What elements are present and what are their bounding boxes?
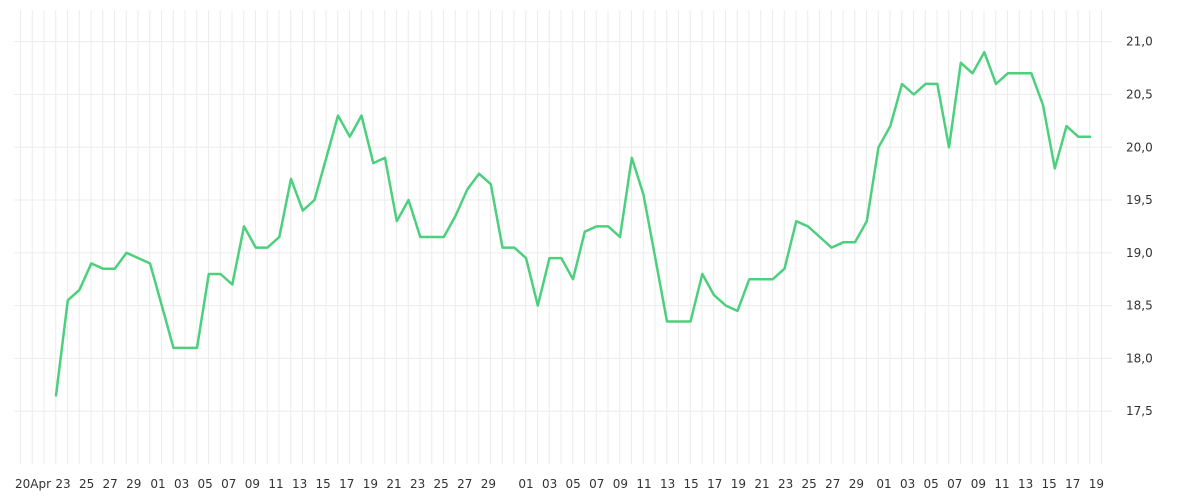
x-tick-label: 03 — [900, 477, 915, 491]
x-tick-label: 17 — [339, 477, 354, 491]
y-tick-label: 20,0 — [1126, 140, 1153, 154]
y-tick-label: 18,0 — [1126, 351, 1153, 365]
x-tick-label: 23 — [410, 477, 425, 491]
x-tick-label: 13 — [292, 477, 307, 491]
series-line — [54, 50, 1092, 397]
x-tick-label: 05 — [566, 477, 581, 491]
x-tick-label: 15 — [684, 477, 699, 491]
x-tick-label: 17 — [1065, 477, 1080, 491]
horizontal-grid — [14, 41, 1112, 412]
y-tick-label: 19,5 — [1126, 193, 1153, 207]
y-tick-label: 17,5 — [1126, 404, 1153, 418]
x-tick-label: 11 — [636, 477, 651, 491]
series-group — [54, 50, 1092, 397]
x-tick-label: 20Apr — [15, 477, 51, 491]
y-tick-label: 20,5 — [1126, 87, 1153, 101]
x-tick-label: 01 — [876, 477, 891, 491]
vertical-grid — [20, 10, 1102, 464]
x-tick-label: 01 — [150, 477, 165, 491]
x-tick-label: 29 — [126, 477, 141, 491]
x-tick-label: 03 — [542, 477, 557, 491]
x-tick-label: 25 — [79, 477, 94, 491]
x-tick-label: 09 — [613, 477, 628, 491]
y-tick-label: 21,0 — [1126, 35, 1153, 49]
x-tick-label: 11 — [268, 477, 283, 491]
x-tick-label: 03 — [174, 477, 189, 491]
x-tick-label: 29 — [481, 477, 496, 491]
x-tick-label: 27 — [103, 477, 118, 491]
x-tick-label: 27 — [457, 477, 472, 491]
x-tick-label: 27 — [825, 477, 840, 491]
y-tick-label: 18,5 — [1126, 299, 1153, 313]
x-tick-label: 07 — [947, 477, 962, 491]
x-tick-label: 21 — [386, 477, 401, 491]
x-tick-label: 07 — [589, 477, 604, 491]
x-tick-label: 11 — [994, 477, 1009, 491]
x-tick-label: 19 — [731, 477, 746, 491]
x-tick-label: 25 — [802, 477, 817, 491]
x-tick-label: 05 — [924, 477, 939, 491]
x-tick-label: 13 — [660, 477, 675, 491]
x-tick-label: 01 — [518, 477, 533, 491]
x-tick-label: 19 — [1089, 477, 1104, 491]
x-tick-label: 21 — [754, 477, 769, 491]
x-tick-label: 17 — [707, 477, 722, 491]
x-tick-label: 13 — [1018, 477, 1033, 491]
x-tick-label: 05 — [198, 477, 213, 491]
x-tick-label: 29 — [849, 477, 864, 491]
x-tick-label: 25 — [434, 477, 449, 491]
x-tick-label: 15 — [1042, 477, 1057, 491]
x-tick-label: 23 — [778, 477, 793, 491]
x-tick-label: 09 — [971, 477, 986, 491]
y-axis-labels: 17,5 18,0 18,5 19,0 19,5 20,0 20,5 21,0 — [1126, 35, 1153, 419]
x-axis-labels: 20Apr 23 25 27 29 01 03 05 07 09 11 13 15 17 19 21 23 25 2… — [15, 477, 1104, 491]
x-tick-label: 23 — [55, 477, 70, 491]
y-tick-label: 19,0 — [1126, 246, 1153, 260]
x-tick-label: 19 — [363, 477, 378, 491]
x-tick-label: 09 — [245, 477, 260, 491]
x-tick-label: 07 — [221, 477, 236, 491]
x-tick-label: 15 — [316, 477, 331, 491]
